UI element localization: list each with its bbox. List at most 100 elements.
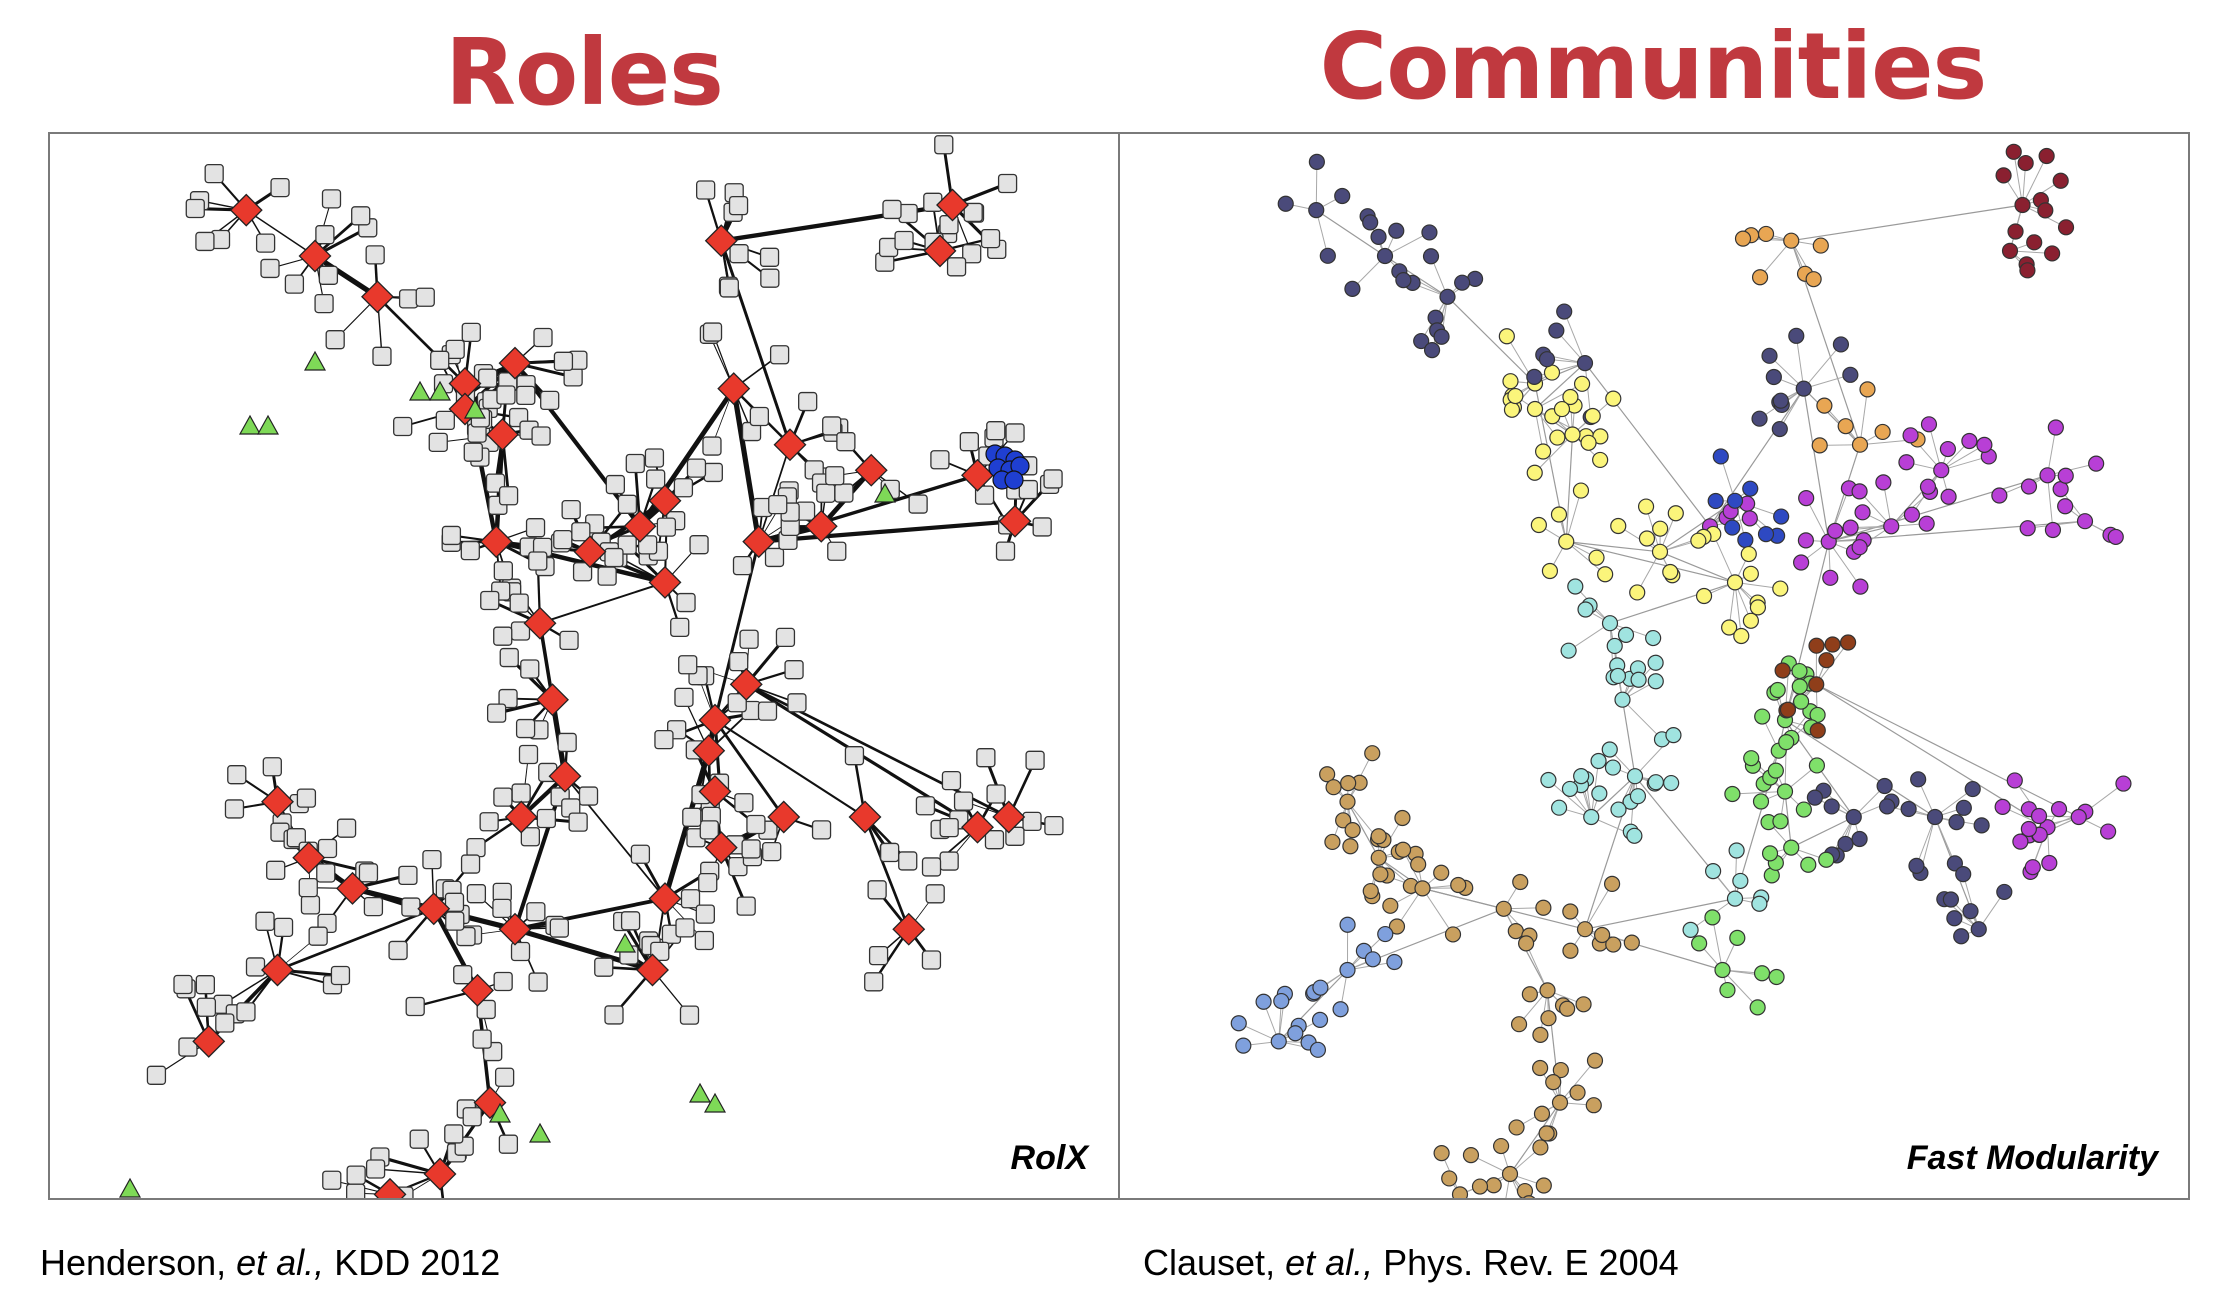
square-node xyxy=(351,206,371,226)
square-node xyxy=(317,838,338,859)
square-node xyxy=(908,494,928,514)
community-node xyxy=(1749,999,1766,1016)
graph-edge xyxy=(757,444,791,542)
community-node xyxy=(1553,400,1571,418)
square-node xyxy=(316,863,336,883)
community-node xyxy=(1737,531,1754,549)
community-node xyxy=(1277,195,1294,212)
nodes xyxy=(118,135,1064,1198)
community-node xyxy=(1591,785,1608,802)
community-node xyxy=(1798,490,1815,507)
square-node xyxy=(654,730,674,750)
diamond-node xyxy=(373,1177,407,1198)
square-node xyxy=(676,592,696,613)
square-node xyxy=(453,965,473,985)
community-node xyxy=(1485,1177,1502,1194)
square-node xyxy=(466,884,487,904)
square-node xyxy=(308,926,328,946)
square-node xyxy=(930,450,950,470)
square-node xyxy=(984,830,1005,850)
graph-edge xyxy=(1709,388,1805,527)
square-node xyxy=(729,651,749,672)
square-node xyxy=(227,765,247,785)
diamond-node xyxy=(479,525,513,559)
community-node xyxy=(1580,434,1597,451)
graph-edge xyxy=(1509,1173,1521,1198)
community-node xyxy=(1752,793,1770,810)
community-node xyxy=(1788,327,1805,344)
graph-edge xyxy=(1584,363,1592,418)
graph-edge xyxy=(1734,582,1742,637)
community-node xyxy=(1728,842,1745,859)
square-node xyxy=(266,860,286,880)
community-node xyxy=(1732,872,1749,890)
square-node xyxy=(736,896,756,916)
community-node xyxy=(1538,1125,1555,1142)
square-node xyxy=(185,198,205,219)
graph-edge xyxy=(514,896,666,932)
community-node xyxy=(1898,454,1915,471)
graph-edge xyxy=(1622,699,1663,740)
community-node xyxy=(1705,863,1722,880)
diamond-node xyxy=(261,785,294,819)
graph-edge xyxy=(1534,434,1573,474)
community-node xyxy=(1548,322,1565,339)
community-node xyxy=(1712,448,1729,465)
graph-edge xyxy=(1565,541,1606,575)
community-node xyxy=(1339,916,1356,933)
square-node xyxy=(296,788,317,808)
square-node xyxy=(915,796,936,816)
square-node xyxy=(472,1029,492,1049)
community-node xyxy=(1382,897,1399,914)
square-node xyxy=(388,940,408,961)
diamond-node xyxy=(461,973,494,1007)
community-node xyxy=(2019,262,2036,279)
square-node xyxy=(1044,816,1064,836)
square-node xyxy=(1005,826,1025,846)
square-node xyxy=(604,547,624,568)
diamond-node xyxy=(648,484,682,518)
square-node xyxy=(330,965,351,986)
community-node xyxy=(1808,637,1825,654)
square-node xyxy=(173,974,193,995)
community-node xyxy=(1601,615,1619,632)
community-node xyxy=(2057,219,2075,236)
community-node xyxy=(1667,505,1684,522)
community-node xyxy=(1324,833,1341,851)
community-node xyxy=(1724,785,1741,803)
graph-edge xyxy=(1566,541,1736,583)
square-node xyxy=(146,1065,167,1085)
community-node xyxy=(1645,629,1662,647)
square-node xyxy=(318,265,339,285)
community-node xyxy=(1507,923,1524,940)
graph-edge xyxy=(1422,887,1504,910)
square-node xyxy=(255,911,275,931)
square-node xyxy=(493,561,513,581)
graph-edge xyxy=(313,253,379,299)
community-node xyxy=(1647,654,1664,671)
square-node xyxy=(540,390,560,411)
square-node xyxy=(630,844,651,864)
diamond-node xyxy=(423,1157,457,1191)
diamond-node xyxy=(417,892,451,926)
graph-edge xyxy=(1534,362,1586,378)
community-node xyxy=(1724,519,1741,536)
square-node xyxy=(528,972,548,992)
square-node xyxy=(679,1005,700,1025)
community-node xyxy=(1845,808,1862,826)
citation-author: Henderson, xyxy=(40,1242,237,1283)
square-node xyxy=(463,442,483,462)
community-node xyxy=(1797,532,1814,549)
edges xyxy=(156,144,1055,1198)
square-node xyxy=(549,918,569,938)
square-node xyxy=(578,786,599,806)
square-node xyxy=(422,849,442,870)
square-node xyxy=(816,483,836,503)
square-node xyxy=(393,416,413,437)
community-node xyxy=(1575,996,1592,1013)
community-node xyxy=(1783,232,1800,249)
graph-edge xyxy=(1962,873,1980,930)
community-node xyxy=(1883,518,1900,535)
square-node xyxy=(1032,517,1052,537)
community-node xyxy=(1665,727,1682,744)
